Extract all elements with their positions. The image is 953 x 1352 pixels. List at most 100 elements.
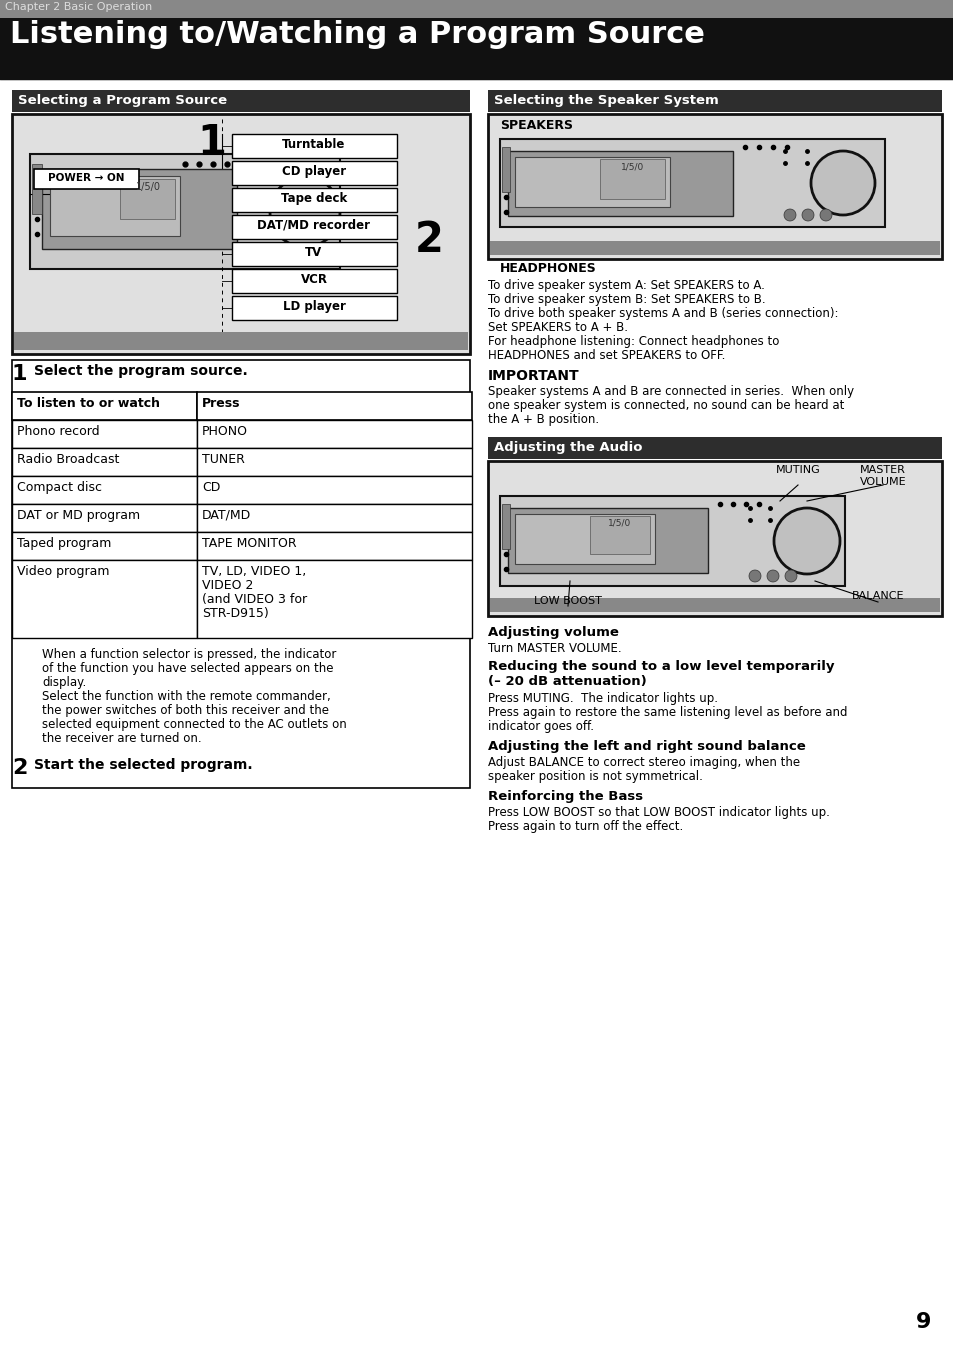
Text: Video program: Video program — [17, 565, 110, 579]
Circle shape — [801, 210, 813, 220]
Text: Set SPEAKERS to A + B.: Set SPEAKERS to A + B. — [488, 320, 627, 334]
Text: To listen to or watch: To listen to or watch — [17, 397, 160, 410]
Text: speaker position is not symmetrical.: speaker position is not symmetrical. — [488, 771, 702, 783]
Bar — [196, 392, 472, 420]
Circle shape — [249, 251, 261, 264]
Text: To drive speaker system B: Set SPEAKERS to B.: To drive speaker system B: Set SPEAKERS … — [488, 293, 765, 306]
Bar — [490, 241, 939, 256]
Bar — [12, 504, 196, 531]
Text: 9: 9 — [915, 1311, 931, 1332]
Bar — [196, 420, 472, 448]
Text: Chapter 2 Basic Operation: Chapter 2 Basic Operation — [5, 1, 152, 12]
Bar — [507, 508, 707, 573]
Circle shape — [784, 571, 796, 581]
Text: Adjusting the Audio: Adjusting the Audio — [494, 441, 641, 454]
Bar — [32, 164, 42, 214]
Text: Phono record: Phono record — [17, 425, 99, 438]
Bar — [515, 157, 669, 207]
Text: Turn MASTER VOLUME.: Turn MASTER VOLUME. — [488, 642, 621, 654]
Bar — [232, 269, 396, 293]
Text: 1/5/0: 1/5/0 — [620, 162, 644, 170]
Text: Press LOW BOOST so that LOW BOOST indicator lights up.: Press LOW BOOST so that LOW BOOST indica… — [488, 806, 829, 819]
Text: 1/5/0: 1/5/0 — [135, 183, 160, 192]
Text: IMPORTANT: IMPORTANT — [488, 369, 579, 383]
Text: LD player: LD player — [282, 300, 345, 314]
Text: the receiver are turned on.: the receiver are turned on. — [42, 731, 201, 745]
Text: Adjusting volume: Adjusting volume — [488, 626, 618, 639]
Text: one speaker system is connected, no sound can be heard at: one speaker system is connected, no soun… — [488, 399, 843, 412]
Text: Adjust BALANCE to correct stereo imaging, when the: Adjust BALANCE to correct stereo imaging… — [488, 756, 800, 769]
Bar — [232, 134, 396, 158]
Bar — [0, 18, 953, 80]
Text: SPEAKERS: SPEAKERS — [499, 119, 573, 132]
Circle shape — [810, 151, 874, 215]
Text: POWER → ON: POWER → ON — [48, 173, 124, 183]
Text: Turntable: Turntable — [282, 138, 345, 151]
Bar — [12, 448, 196, 476]
Text: indicator goes off.: indicator goes off. — [488, 721, 594, 733]
Text: For headphone listening: Connect headphones to: For headphone listening: Connect headpho… — [488, 335, 779, 347]
Bar — [0, 0, 953, 18]
Text: Select the function with the remote commander,: Select the function with the remote comm… — [42, 690, 331, 703]
Text: (– 20 dB attenuation): (– 20 dB attenuation) — [488, 675, 646, 688]
Bar — [488, 91, 941, 112]
Bar — [12, 91, 470, 112]
Text: Press again to restore the same listening level as before and: Press again to restore the same listenin… — [488, 706, 846, 719]
Bar — [499, 496, 844, 585]
Text: Speaker systems A and B are connected in series.  When only: Speaker systems A and B are connected in… — [488, 385, 853, 397]
Text: VIDEO 2: VIDEO 2 — [202, 579, 253, 592]
Text: PHONO: PHONO — [202, 425, 248, 438]
Bar — [499, 139, 884, 227]
Bar — [232, 188, 396, 212]
Text: TAPE MONITOR: TAPE MONITOR — [202, 537, 296, 550]
Text: TV, LD, VIDEO 1,: TV, LD, VIDEO 1, — [202, 565, 306, 579]
Circle shape — [766, 571, 779, 581]
Text: MUTING: MUTING — [775, 465, 820, 475]
Bar — [599, 160, 664, 199]
Bar — [196, 448, 472, 476]
Text: Adjusting the left and right sound balance: Adjusting the left and right sound balan… — [488, 740, 805, 753]
Text: 2: 2 — [415, 219, 443, 261]
Bar — [196, 531, 472, 560]
Circle shape — [783, 210, 795, 220]
Text: Listening to/Watching a Program Source: Listening to/Watching a Program Source — [10, 20, 704, 49]
Text: Start the selected program.: Start the selected program. — [34, 758, 253, 772]
Bar — [12, 392, 196, 420]
Text: Compact disc: Compact disc — [17, 481, 102, 493]
Bar — [515, 514, 655, 564]
Text: selected equipment connected to the AC outlets on: selected equipment connected to the AC o… — [42, 718, 346, 731]
Bar — [501, 504, 510, 549]
Bar — [589, 516, 649, 554]
Bar — [12, 531, 196, 560]
Text: (and VIDEO 3 for: (and VIDEO 3 for — [202, 594, 307, 606]
Bar — [12, 420, 196, 448]
Bar — [232, 296, 396, 320]
Text: Press: Press — [202, 397, 240, 410]
Bar — [507, 151, 732, 216]
Text: CD player: CD player — [282, 165, 346, 178]
Bar — [12, 560, 196, 638]
Text: Selecting the Speaker System: Selecting the Speaker System — [494, 95, 718, 107]
Text: HEADPHONES: HEADPHONES — [499, 262, 597, 274]
Circle shape — [270, 177, 339, 247]
Text: STR-D915): STR-D915) — [202, 607, 269, 621]
Circle shape — [820, 210, 831, 220]
Text: Press again to turn off the effect.: Press again to turn off the effect. — [488, 821, 682, 833]
Circle shape — [267, 251, 278, 264]
Text: the A + B position.: the A + B position. — [488, 412, 598, 426]
Text: To drive speaker system A: Set SPEAKERS to A.: To drive speaker system A: Set SPEAKERS … — [488, 279, 764, 292]
Text: DAT or MD program: DAT or MD program — [17, 508, 140, 522]
Text: of the function you have selected appears on the: of the function you have selected appear… — [42, 662, 334, 675]
Bar — [488, 114, 941, 260]
Text: VCR: VCR — [300, 273, 327, 287]
Circle shape — [748, 571, 760, 581]
Bar — [232, 161, 396, 185]
Bar — [488, 461, 941, 617]
Text: Reducing the sound to a low level temporarily: Reducing the sound to a low level tempor… — [488, 660, 834, 673]
Bar — [50, 176, 180, 237]
Bar — [196, 560, 472, 638]
Text: 1: 1 — [197, 122, 226, 164]
Bar — [12, 360, 470, 788]
Text: TV: TV — [305, 246, 322, 260]
Text: Press MUTING.  The indicator lights up.: Press MUTING. The indicator lights up. — [488, 692, 718, 704]
